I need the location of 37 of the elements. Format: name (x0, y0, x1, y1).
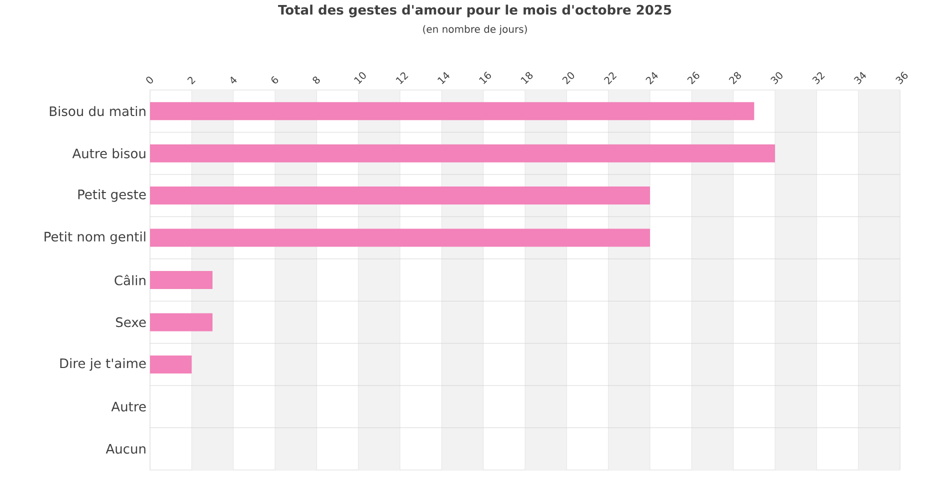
x-tick-label: 2 (187, 76, 196, 84)
x-tick-label: 0 (146, 76, 153, 84)
x-tick-label: 20 (562, 72, 574, 84)
y-tick-label: Petit nom gentil (44, 231, 146, 244)
x-tick-label: 12 (396, 72, 408, 84)
y-tick-label: Bisou du matin (50, 106, 146, 116)
bar (150, 313, 213, 332)
y-tick-label: Petit geste (78, 189, 146, 202)
chart-subtitle: (en nombre de jours) (423, 25, 527, 35)
y-tick-label: Câlin (114, 274, 146, 286)
x-tick-label: 32 (812, 72, 825, 84)
x-tick-label: 14 (438, 72, 450, 84)
x-tick-label: 18 (520, 72, 533, 84)
y-tick-label: Dire je t'aime (60, 358, 146, 371)
x-tick-label: 30 (770, 72, 782, 84)
bar (150, 228, 650, 247)
y-tick-label: Sexe (116, 317, 146, 328)
bar (150, 144, 775, 162)
x-tick-label: 36 (896, 72, 908, 84)
y-tick-label: Autre (111, 402, 146, 412)
x-tick-label: 24 (646, 72, 658, 84)
y-tick-label: Autre bisou (72, 148, 146, 158)
x-tick-label: 28 (728, 72, 741, 84)
x-tick-label: 26 (687, 72, 700, 84)
bar (150, 355, 192, 374)
x-tick-label: 22 (604, 72, 617, 84)
x-tick-label: 6 (271, 76, 278, 84)
x-tick-label: 34 (854, 72, 866, 84)
y-tick-label: Aucun (106, 444, 146, 454)
x-tick-label: 4 (230, 76, 237, 84)
bar (150, 186, 650, 205)
bar (150, 102, 754, 120)
x-tick-label: 8 (312, 76, 320, 84)
bar (150, 270, 213, 289)
chart-title: Total des gestes d'amour pour le mois d'octobre 2025 (278, 4, 672, 18)
x-tick-label: 16 (479, 72, 491, 84)
x-tick-label: 10 (354, 72, 366, 84)
